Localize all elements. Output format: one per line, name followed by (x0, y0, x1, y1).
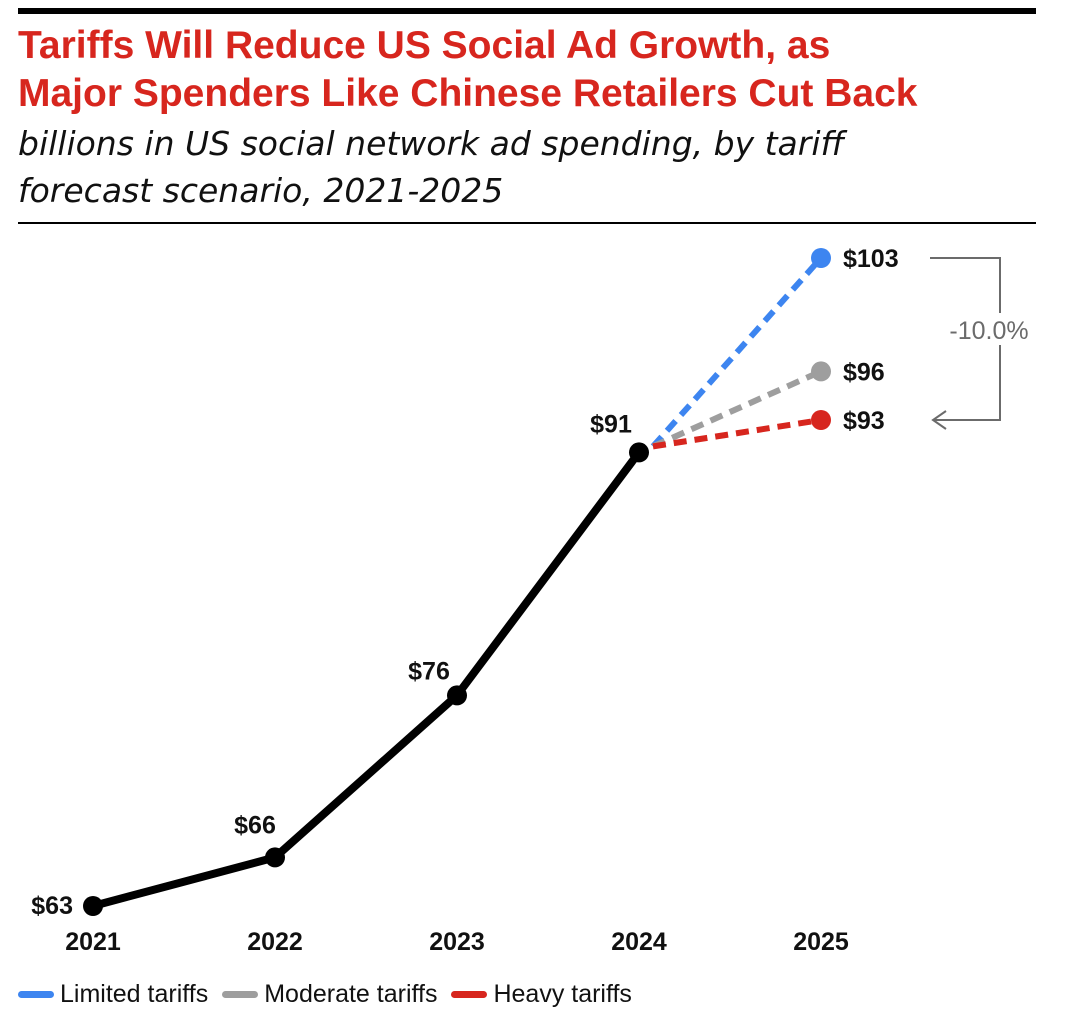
chart-legend: Limited tariffs Moderate tariffs Heavy tar… (18, 976, 646, 1012)
data-point-2021 (83, 896, 103, 916)
chart-subtitle-line-1: billions in US social network ad spendin… (18, 124, 845, 163)
data-label-2022: $66 (234, 811, 276, 839)
historical-line (89, 448, 643, 910)
end-point-moderate-tariffs (811, 361, 831, 382)
difference-label: -10.0% (949, 317, 1028, 345)
legend-swatch-icon (451, 990, 488, 998)
data-label-2023: $76 (408, 657, 450, 685)
legend-label: Heavy tariffs (493, 979, 632, 1008)
top-rule (18, 8, 1036, 14)
legend-swatch-icon (18, 990, 54, 998)
legend-item-limited-tariffs: Limited tariffs (18, 980, 208, 1009)
series-line-moderate-tariffs (651, 368, 823, 450)
x-tick-2021: 2021 (65, 928, 121, 956)
chart-title-line-2: Major Spenders Like Chinese Retailers Cu… (18, 72, 918, 115)
series-line-heavy-tariffs (652, 417, 822, 450)
data-point-2022 (265, 847, 285, 868)
chart-title: Tariffs Will Reduce US Social Ad Growth,… (18, 22, 1058, 118)
x-tick-2022: 2022 (247, 928, 303, 956)
chart-subtitle: billions in US social network ad spendin… (18, 120, 1058, 214)
end-label-heavy-tariffs: $93 (843, 407, 885, 435)
end-label-limited-tariffs: $103 (843, 245, 899, 273)
chart-subtitle-line-2: forecast scenario, 2021-2025 (18, 171, 504, 210)
chart-title-line-1: Tariffs Will Reduce US Social Ad Growth,… (18, 24, 831, 67)
end-point-limited-tariffs (811, 248, 831, 268)
legend-item-heavy-tariffs: Heavy tariffs (451, 979, 632, 1009)
data-label-2021: $63 (31, 892, 73, 920)
data-point-2023 (447, 685, 467, 706)
data-point-2024 (629, 442, 649, 463)
end-label-moderate-tariffs: $96 (843, 358, 885, 386)
x-tick-2025: 2025 (793, 928, 849, 956)
x-tick-2023: 2023 (429, 928, 485, 956)
subtitle-rule (18, 222, 1036, 224)
difference-label-bg (944, 313, 1034, 345)
end-point-heavy-tariffs (811, 410, 831, 430)
data-label-2024: $91 (590, 410, 632, 438)
legend-swatch-icon (222, 990, 259, 998)
legend-item-moderate-tariffs: Moderate tariffs (222, 980, 437, 1009)
x-tick-2024: 2024 (611, 928, 667, 956)
legend-label: Limited tariffs (60, 979, 209, 1008)
series-line-limited-tariffs (650, 256, 824, 449)
difference-arrow-icon (931, 410, 947, 430)
legend-label: Moderate tariffs (264, 979, 438, 1008)
